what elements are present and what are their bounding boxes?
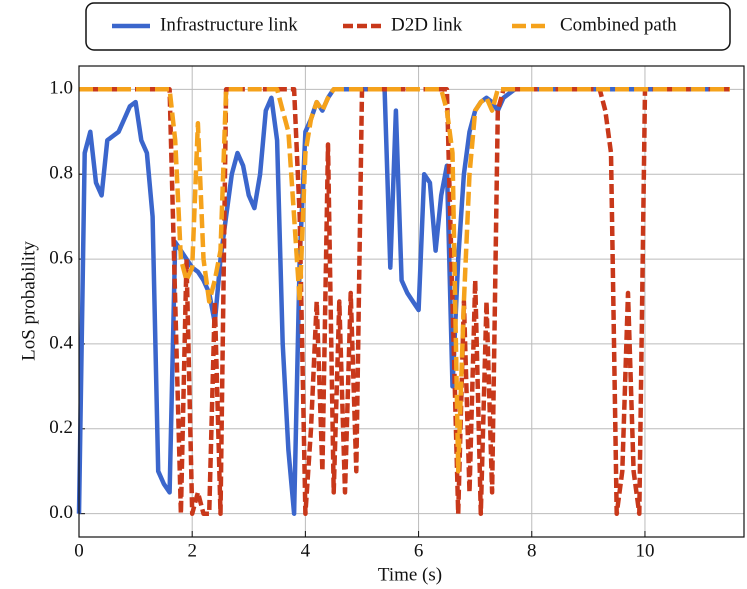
plot-frame (78, 65, 745, 538)
series-line (79, 87, 730, 516)
x-tick-label: 4 (301, 540, 311, 561)
legend-label: Infrastructure link (160, 14, 298, 35)
y-axis-label: LoS probability (18, 241, 39, 361)
x-tick-label: 2 (187, 540, 197, 561)
x-tick-label: 8 (527, 540, 537, 561)
y-tick-label: 1.0 (49, 78, 73, 99)
y-tick-label: 0.6 (49, 247, 73, 268)
x-tick-label: 6 (414, 540, 424, 561)
y-tick-label: 0.0 (49, 502, 73, 523)
y-tick-label: 0.2 (49, 417, 73, 438)
legend-label: D2D link (391, 14, 463, 35)
series-line (79, 87, 730, 474)
legend-box (85, 2, 731, 51)
legend-label: Combined path (560, 14, 677, 35)
x-tick-label: 0 (74, 540, 84, 561)
y-tick-label: 0.8 (49, 163, 73, 184)
x-axis-label: Time (s) (378, 564, 442, 585)
y-tick-label: 0.4 (49, 332, 73, 353)
x-tick-label: 10 (635, 540, 654, 561)
